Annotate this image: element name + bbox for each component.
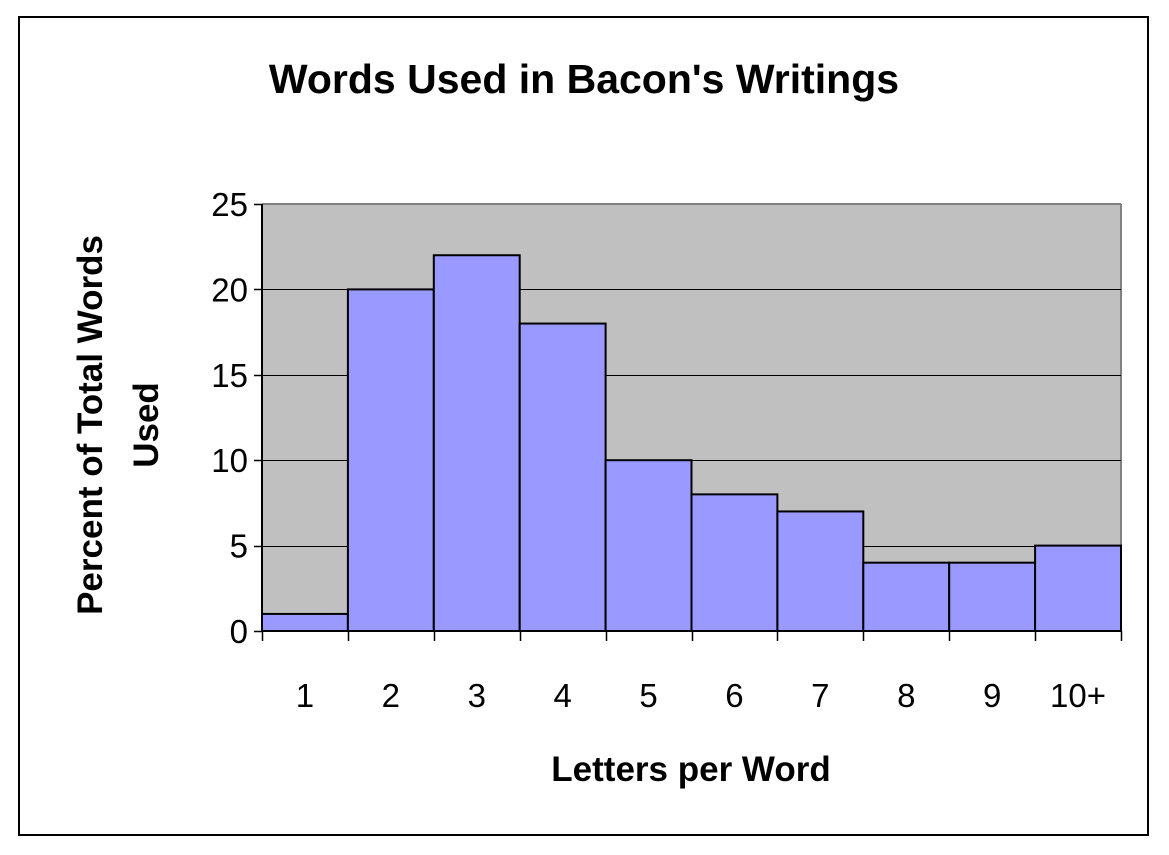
chart-title: Words Used in Bacon's Writings — [269, 56, 899, 102]
bar-6 — [690, 493, 779, 632]
x-tick-label: 6 — [725, 677, 743, 714]
y-axis-title-line-2: Used — [127, 382, 166, 468]
x-tick-label: 8 — [897, 677, 915, 714]
y-tick-labels: 0 5 10 15 20 25 — [211, 186, 248, 650]
x-tick-label: 7 — [811, 677, 829, 714]
y-axis-title-line-1: Percent of Total Words — [71, 235, 110, 615]
x-tick-labels: 1 2 3 4 5 6 7 8 9 10+ — [296, 677, 1106, 714]
bar-9 — [948, 561, 1037, 632]
y-axis-title: Percent of Total Words Used — [71, 235, 166, 615]
bars — [261, 254, 1122, 633]
y-tick-label: 20 — [211, 271, 248, 308]
bar-3 — [432, 254, 521, 633]
bar-2 — [346, 288, 435, 632]
y-tick-label: 25 — [211, 186, 248, 223]
x-tick-label: 4 — [553, 677, 571, 714]
bar-1 — [261, 612, 349, 632]
y-tick-label: 5 — [230, 528, 248, 565]
bar-4 — [518, 322, 607, 632]
x-tick-label: 2 — [382, 677, 400, 714]
y-tick-label: 0 — [230, 613, 248, 650]
bar-7 — [776, 510, 865, 632]
x-tick-label: 5 — [639, 677, 657, 714]
y-tick-label: 10 — [211, 442, 248, 479]
bar-5 — [604, 459, 693, 633]
x-tick-label: 3 — [468, 677, 486, 714]
x-tick-label: 1 — [296, 677, 314, 714]
y-tick-label: 15 — [211, 357, 248, 394]
bar-10+ — [1034, 544, 1122, 632]
bar-8 — [862, 561, 951, 632]
axes — [254, 203, 1123, 641]
x-tick-label: 9 — [983, 677, 1001, 714]
x-axis-title: Letters per Word — [551, 750, 830, 789]
x-tick-label: 10+ — [1050, 677, 1106, 714]
